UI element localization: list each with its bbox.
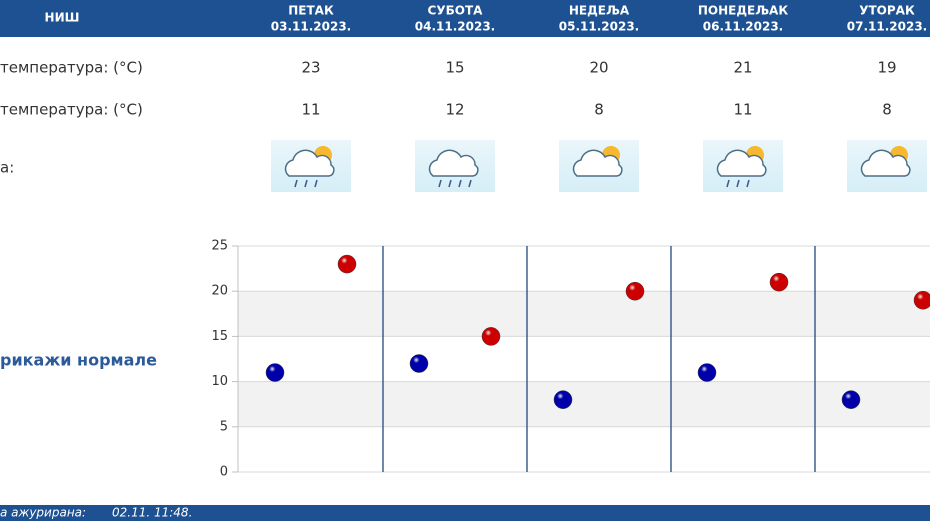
dot-shine xyxy=(698,363,716,382)
weather-label: а: xyxy=(0,159,14,177)
rain-drop xyxy=(314,179,318,188)
dot-shine xyxy=(482,327,500,346)
dot-shine xyxy=(410,354,428,373)
dot-shine xyxy=(626,282,644,301)
rain-drop xyxy=(746,179,750,188)
max-temp: 21 xyxy=(733,59,752,77)
rain-drop xyxy=(458,179,462,188)
min-label: температура: (°C) xyxy=(0,101,143,119)
day-date: 03.11.2023. xyxy=(271,20,351,34)
grid-band xyxy=(238,381,930,427)
weather-icon xyxy=(559,140,639,192)
normals-toggle[interactable]: рикажи нормале xyxy=(0,351,157,370)
max-temp: 23 xyxy=(301,59,320,77)
updated-label: а ажурирана: xyxy=(0,506,86,520)
day-date: 04.11.2023. xyxy=(415,20,495,34)
cloud xyxy=(860,149,911,177)
footer-bar xyxy=(0,505,930,521)
day-date: 06.11.2023. xyxy=(703,20,783,34)
day-name: УТОРАК xyxy=(859,4,915,18)
weather-icon xyxy=(271,140,351,192)
y-tick-label: 5 xyxy=(220,419,228,434)
cloud xyxy=(428,149,479,177)
max-label: температура: (°C) xyxy=(0,59,143,77)
min-temp: 12 xyxy=(445,101,464,119)
min-temp: 11 xyxy=(733,101,752,119)
rain-drop xyxy=(448,179,452,188)
rain-drop xyxy=(304,179,308,188)
rain-drop xyxy=(438,179,442,188)
rain-drop xyxy=(294,179,298,188)
cloud xyxy=(716,149,767,177)
cloud xyxy=(572,149,623,177)
min-temp: 8 xyxy=(882,101,892,119)
day-date: 05.11.2023. xyxy=(559,20,639,34)
max-temp: 15 xyxy=(445,59,464,77)
dot-shine xyxy=(770,273,788,292)
cloud xyxy=(284,149,335,177)
max-temp: 20 xyxy=(589,59,608,77)
dot-shine xyxy=(338,255,356,274)
min-temp: 8 xyxy=(594,101,604,119)
max-temp: 19 xyxy=(877,59,896,77)
rain-drop xyxy=(736,179,740,188)
header-bar xyxy=(0,0,930,37)
y-tick-label: 0 xyxy=(220,465,228,480)
dot-shine xyxy=(914,291,930,310)
weather-icon xyxy=(847,140,927,192)
y-tick-label: 25 xyxy=(211,239,228,254)
rain-drop xyxy=(726,179,730,188)
y-tick-label: 15 xyxy=(211,329,228,344)
y-tick-label: 20 xyxy=(211,284,228,299)
day-name: СУБОТА xyxy=(428,4,484,18)
day-name: НЕДЕЉА xyxy=(569,4,630,18)
dot-shine xyxy=(266,363,284,382)
dot-shine xyxy=(554,390,572,409)
updated-time: 02.11. 11:48. xyxy=(112,506,192,520)
min-temp: 11 xyxy=(301,101,320,119)
weather-icon xyxy=(703,140,783,192)
day-name: ПОНЕДЕЉАК xyxy=(698,4,789,18)
day-name: ПЕТАК xyxy=(288,4,334,18)
grid-band xyxy=(238,291,930,337)
city: НИШ xyxy=(45,11,80,25)
y-tick-label: 10 xyxy=(211,374,228,389)
day-date: 07.11.2023. xyxy=(847,20,927,34)
weather-icon xyxy=(415,140,495,192)
dot-shine xyxy=(842,390,860,409)
rain-drop xyxy=(468,179,472,188)
